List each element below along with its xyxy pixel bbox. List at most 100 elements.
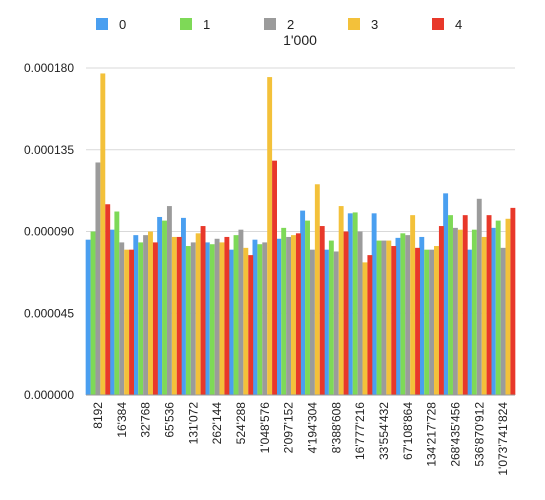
bar-series-4-16'777'216 [367,255,373,395]
legend: 0 1 2 3 4 [96,17,462,32]
bar-series-4-16'384 [129,249,134,395]
bar-series-4-65'536 [176,236,182,395]
bar-series-4-8192 [105,204,111,395]
bar-series-3-536'870'912 [481,236,487,395]
bar-series-3-16'384 [124,249,130,395]
bar-series-4-2'097'152 [295,233,301,395]
legend-label-2: 2 [287,17,294,32]
bar-series-0-134'217'728 [419,236,425,395]
bar-series-0-16'777'216 [347,213,353,395]
bar-series-1-1'048'576 [257,244,263,395]
bar-series-1-131'072 [185,246,191,395]
bar-series-1-33'554'432 [376,240,382,395]
bar-series-4-67'108'864 [415,247,420,395]
bar-series-0-8192 [85,239,91,395]
bar-series-0-536'870'912 [467,249,472,395]
x-axis-tick-labels: 8192 16'384 32'768 65'536 131'072 262'144 524'… [91,402,510,476]
bar-series-1-8'388'608 [328,240,334,395]
bar-series-0-262'144 [204,242,210,395]
bar-series-2-262'144 [214,238,220,395]
bar-series-3-262'144 [219,242,225,395]
bar-series-2-131'072 [190,242,196,395]
x-tick-label: 8192 [91,402,105,429]
bar-series-2-536'870'912 [476,198,482,395]
bars [85,73,516,396]
bar-series-4-1'048'576 [272,160,277,395]
bar-series-2-524'288 [238,229,244,395]
y-tick-label: 0.000000 [24,388,74,402]
bar-series-1-524'288 [233,235,239,395]
bar-series-0-65'536 [157,216,163,395]
bar-series-0-8'388'608 [324,249,329,395]
bar-series-3-8'388'608 [338,206,344,395]
bar-series-1-2'097'152 [281,227,287,395]
bar-series-1-16'384 [114,211,120,395]
bar-series-1-8192 [90,231,96,395]
bar-series-4-33'554'432 [391,246,397,395]
bar-series-1-4'194'304 [305,220,310,395]
x-tick-label: 4'194'304 [305,402,319,454]
x-tick-label: 1'048'576 [258,402,272,454]
bar-series-3-1'073'741'824 [505,218,511,395]
bar-series-2-65'536 [166,206,172,395]
y-tick-label: 0.000090 [24,225,74,239]
legend-swatch-3 [348,18,360,30]
x-tick-label: 16'384 [115,402,129,438]
legend-swatch-4 [432,18,444,30]
bar-series-3-33'554'432 [386,240,392,395]
x-tick-label: 33'554'432 [377,402,391,460]
bar-series-3-32'768 [148,231,153,395]
x-tick-label: 262'144 [210,402,224,445]
bar-series-4-32'768 [152,242,158,395]
bar-series-3-268'435'456 [457,229,463,395]
bar-series-4-1'073'741'824 [510,207,516,395]
y-tick-label: 0.000135 [24,143,74,157]
x-tick-label: 16'777'216 [353,402,367,460]
bar-series-3-134'217'728 [434,246,439,395]
legend-swatch-0 [96,18,108,30]
legend-swatch-2 [264,18,276,30]
bar-series-2-8'388'608 [333,251,339,395]
x-tick-label: 524'288 [234,402,248,445]
bar-series-4-134'217'728 [438,226,444,395]
bar-series-3-65'536 [171,236,177,395]
x-tick-label: 1'073'741'824 [496,402,510,476]
bar-series-1-268'435'456 [448,215,453,395]
bar-series-1-134'217'728 [424,249,430,395]
bar-series-4-524'288 [248,255,254,395]
bar-series-0-2'097'152 [276,238,282,395]
x-tick-label: 67'108'864 [401,402,415,460]
bar-series-3-8192 [100,73,106,395]
x-tick-label: 65'536 [162,402,176,438]
legend-label-0: 0 [119,17,126,32]
x-tick-label: 131'072 [186,402,200,445]
bar-series-2-268'435'456 [452,227,458,395]
bar-series-0-16'384 [109,229,115,395]
legend-label-3: 3 [371,17,378,32]
x-tick-label: 32'768 [139,402,153,438]
x-tick-label: 2'097'152 [282,402,296,454]
legend-label-1: 1 [203,17,210,32]
bar-series-4-4'194'304 [319,226,325,395]
bar-series-4-131'072 [200,226,206,395]
bar-series-2-33'554'432 [381,240,387,395]
bar-series-0-33'554'432 [371,213,377,395]
x-tick-label: 536'870'912 [472,402,486,467]
bar-series-1-32'768 [138,242,144,395]
bar-series-0-1'073'741'824 [490,227,496,395]
x-tick-label: 8'388'608 [329,402,343,454]
bar-series-4-262'144 [224,236,230,395]
bar-series-4-8'388'608 [343,231,349,395]
bar-series-2-1'048'576 [262,242,268,395]
chart-title: 1'000 [283,32,317,48]
bar-series-1-1'073'741'824 [495,220,501,395]
bar-series-3-131'072 [195,233,201,395]
y-axis-tick-labels: 0.000000 0.000045 0.000090 0.000135 0.000180 [24,61,74,402]
bar-series-1-16'777'216 [352,212,358,395]
bar-series-0-268'435'456 [443,193,449,395]
bar-series-2-67'108'864 [405,235,411,395]
bar-series-3-67'108'864 [410,215,416,395]
bar-series-0-4'194'304 [300,210,306,395]
bar-series-3-4'194'304 [314,184,320,395]
